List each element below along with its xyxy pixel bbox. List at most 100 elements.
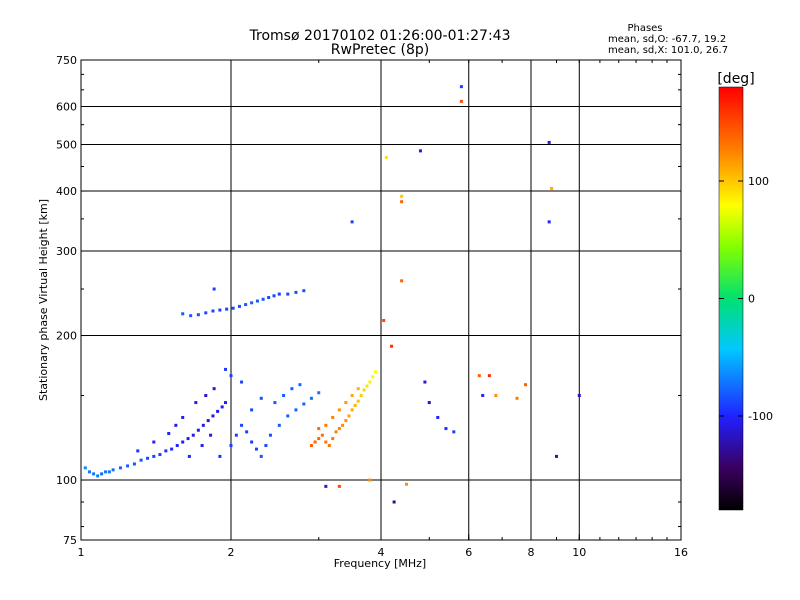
x-tick-label: 2: [228, 546, 235, 559]
data-point: [382, 318, 386, 322]
data-point: [259, 396, 263, 400]
data-point: [350, 394, 354, 398]
data-point: [187, 454, 191, 458]
data-point: [331, 415, 335, 419]
data-point: [170, 447, 174, 451]
data-point: [309, 444, 313, 448]
data-point: [290, 387, 294, 391]
data-point: [524, 383, 528, 387]
data-point: [267, 296, 271, 300]
x-axis: 1 2 4 6 8 10 16: [78, 60, 688, 559]
y-axis-label: Stationary phase Virtual Height [km]: [37, 199, 50, 401]
data-point: [368, 380, 372, 384]
y-tick-label: 500: [56, 139, 77, 152]
y-tick-label: 300: [56, 245, 77, 258]
data-point: [268, 433, 272, 437]
data-point: [118, 466, 122, 470]
data-point: [132, 462, 136, 466]
data-point: [164, 449, 168, 453]
data-point: [224, 367, 228, 371]
data-point: [481, 394, 485, 398]
data-point: [261, 297, 265, 301]
x-tick-label: 1: [78, 546, 85, 559]
y-tick-label: 200: [56, 330, 77, 343]
y-tick-label: 75: [63, 534, 77, 547]
data-point: [234, 433, 238, 437]
data-point: [317, 391, 321, 395]
y-tick-label: 600: [56, 101, 77, 114]
data-point: [400, 279, 404, 283]
chart-title: Tromsø 20170102 01:26:00-01:27:43: [249, 28, 511, 44]
legend-x-mode: mean, sd,X: 101.0, 26.7: [608, 45, 728, 56]
data-point: [231, 306, 235, 310]
data-point: [224, 401, 228, 405]
data-point: [400, 194, 404, 198]
data-point: [186, 437, 190, 441]
data-point: [547, 140, 551, 144]
y-tick-label: 100: [56, 474, 77, 487]
data-point: [362, 388, 366, 392]
x-tick-label: 10: [572, 546, 586, 559]
data-point: [313, 440, 317, 444]
data-point: [459, 85, 463, 89]
data-point: [196, 313, 200, 317]
data-point: [152, 440, 156, 444]
colorbar-tick-label: -100: [748, 410, 773, 423]
data-point: [264, 444, 268, 448]
data-point: [317, 427, 321, 431]
data-point: [111, 468, 115, 472]
data-point: [302, 289, 306, 293]
data-point: [550, 186, 554, 190]
grid-lines: [81, 60, 681, 540]
colorbar-unit-label: [deg]: [717, 71, 754, 87]
data-point: [350, 220, 354, 224]
data-point: [400, 200, 404, 204]
data-point: [181, 440, 185, 444]
colorbar-tick-label: 0: [748, 293, 755, 306]
data-point: [494, 394, 498, 398]
data-point: [96, 474, 100, 478]
x-axis-label: Frequency [MHz]: [334, 557, 426, 570]
data-point: [356, 399, 360, 403]
data-point: [341, 423, 345, 427]
data-point: [250, 440, 254, 444]
data-point: [104, 470, 108, 474]
data-point: [515, 396, 519, 400]
legend-o-mode: mean, sd,O: -67.7, 19.2: [608, 34, 726, 45]
chart-subtitle: RwPretec (8p): [331, 42, 429, 58]
data-point: [337, 484, 341, 488]
data-point: [158, 453, 162, 457]
data-point: [487, 374, 491, 378]
x-tick-label: 6: [465, 546, 472, 559]
data-point: [225, 307, 229, 311]
y-axis: 75 100 200 300 400 500 600 750: [56, 54, 681, 547]
data-point: [152, 454, 156, 458]
colorbar: [deg] 100 0 -100: [717, 71, 773, 511]
data-point: [418, 149, 422, 153]
data-point: [245, 430, 249, 434]
data-point: [174, 423, 178, 427]
data-point: [286, 414, 290, 418]
data-point: [359, 394, 363, 398]
y-tick-label: 400: [56, 185, 77, 198]
data-point: [201, 423, 205, 427]
data-point: [196, 428, 200, 432]
data-point: [181, 312, 185, 316]
data-point: [309, 396, 313, 400]
data-point: [427, 401, 431, 405]
data-point: [347, 414, 351, 418]
data-point: [139, 458, 143, 462]
data-point: [452, 430, 456, 434]
data-point: [374, 370, 378, 374]
data-point: [255, 299, 259, 303]
data-point: [200, 444, 204, 448]
data-point: [350, 408, 354, 412]
data-point: [181, 415, 185, 419]
data-point: [240, 380, 244, 384]
data-point: [211, 309, 215, 313]
data-point: [365, 384, 369, 388]
data-point: [126, 464, 130, 468]
data-point: [211, 414, 215, 418]
data-point: [356, 387, 360, 391]
data-point: [459, 99, 463, 103]
